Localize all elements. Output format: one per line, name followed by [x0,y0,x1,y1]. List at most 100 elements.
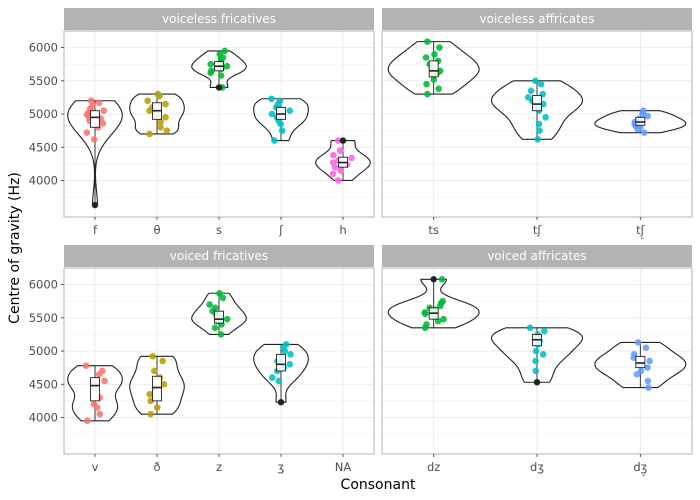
data-point [639,110,646,118]
box [635,355,646,369]
data-point [424,38,431,45]
data-point [644,112,651,120]
y-tick-label: 6000 [29,278,58,292]
data-point [337,167,344,174]
data-point [539,351,547,358]
violin-group [387,275,480,332]
violin-group [129,90,185,138]
data-point [207,60,215,68]
data-point [348,154,355,162]
facet-panel: voiced affricates dz dʒ dʒ̠ [381,245,693,475]
data-point [88,97,95,105]
data-point [644,364,651,371]
outlier-point [339,137,347,144]
outlier-point [533,379,541,386]
outlier-point [215,84,223,91]
data-point [532,357,539,365]
x-axis-title: Consonant [341,477,416,493]
violin-group [490,77,584,143]
data-point [83,129,91,136]
data-point [335,177,342,184]
data-point [96,410,104,418]
data-point [206,301,213,308]
y-tick-label: 4500 [29,140,58,154]
data-point [535,120,543,128]
x-tick-label: ð [153,460,160,474]
x-tick-label: NA [335,460,352,474]
x-tick-label: z [216,460,222,474]
box [90,110,100,128]
data-point [271,137,278,144]
data-point [634,339,642,346]
facet-strip [382,245,692,267]
violin-shape [387,278,480,329]
data-point [219,294,227,302]
violin-shape [129,93,185,135]
x-tick-label: ʃ [278,223,284,237]
data-point [146,390,154,398]
facet-strip-label: voiceless fricatives [162,12,276,26]
box [532,94,542,112]
data-point [101,377,108,385]
data-point [157,118,164,126]
data-point [162,100,169,108]
x-tick-label: f [93,223,98,237]
facet-panel: voiced fricatives 4000 4500 5000 5500 6000 v ð z… [29,245,375,474]
data-point [527,87,535,95]
box [428,60,439,78]
violin-group [490,324,584,386]
data-point [633,370,641,378]
data-point [532,347,540,355]
x-tick-label: ʒ [278,460,285,474]
data-point [440,315,447,323]
x-tick-label: h [339,223,346,237]
data-point [275,377,283,385]
data-point [329,170,337,178]
data-point [436,44,443,51]
data-point [330,151,337,159]
data-point [286,107,294,115]
data-point [221,47,229,55]
violin-group [253,341,309,406]
x-tick-label: dz [427,460,440,474]
y-tick-label: 5500 [29,311,58,325]
data-point [542,114,549,121]
data-point [151,367,158,375]
data-point [537,80,545,88]
violin-shape [191,292,247,335]
data-point [541,327,548,335]
data-point [287,351,294,358]
data-point [217,72,225,79]
y-tick-label: 4000 [29,410,58,424]
data-point [82,362,90,369]
data-point [645,384,652,391]
data-point [286,361,294,368]
data-point [144,97,152,105]
y-tick-label: 5000 [29,344,58,358]
y-tick-label: 5500 [29,74,58,88]
x-tick-label: θ [153,223,160,237]
data-point [423,80,430,88]
data-point [277,120,284,128]
data-point [93,404,101,411]
data-point [534,135,542,143]
violin-group [67,362,123,425]
data-point [431,50,438,58]
facet-strip-label: voiceless affricates [480,12,595,26]
data-point [95,370,103,378]
x-tick-label: tʃ̠ [636,223,646,238]
violin-shape [315,140,371,182]
data-point [532,367,540,375]
violin-shape [67,100,123,206]
data-point [644,377,652,385]
facet-strip [382,8,692,30]
data-point [268,95,275,103]
data-point [84,417,91,425]
box [152,375,162,402]
facet-strip [64,245,374,267]
violin-shape [191,50,247,89]
facet-strip [64,8,374,30]
data-point [281,347,289,355]
x-tick-label: s [216,223,222,237]
